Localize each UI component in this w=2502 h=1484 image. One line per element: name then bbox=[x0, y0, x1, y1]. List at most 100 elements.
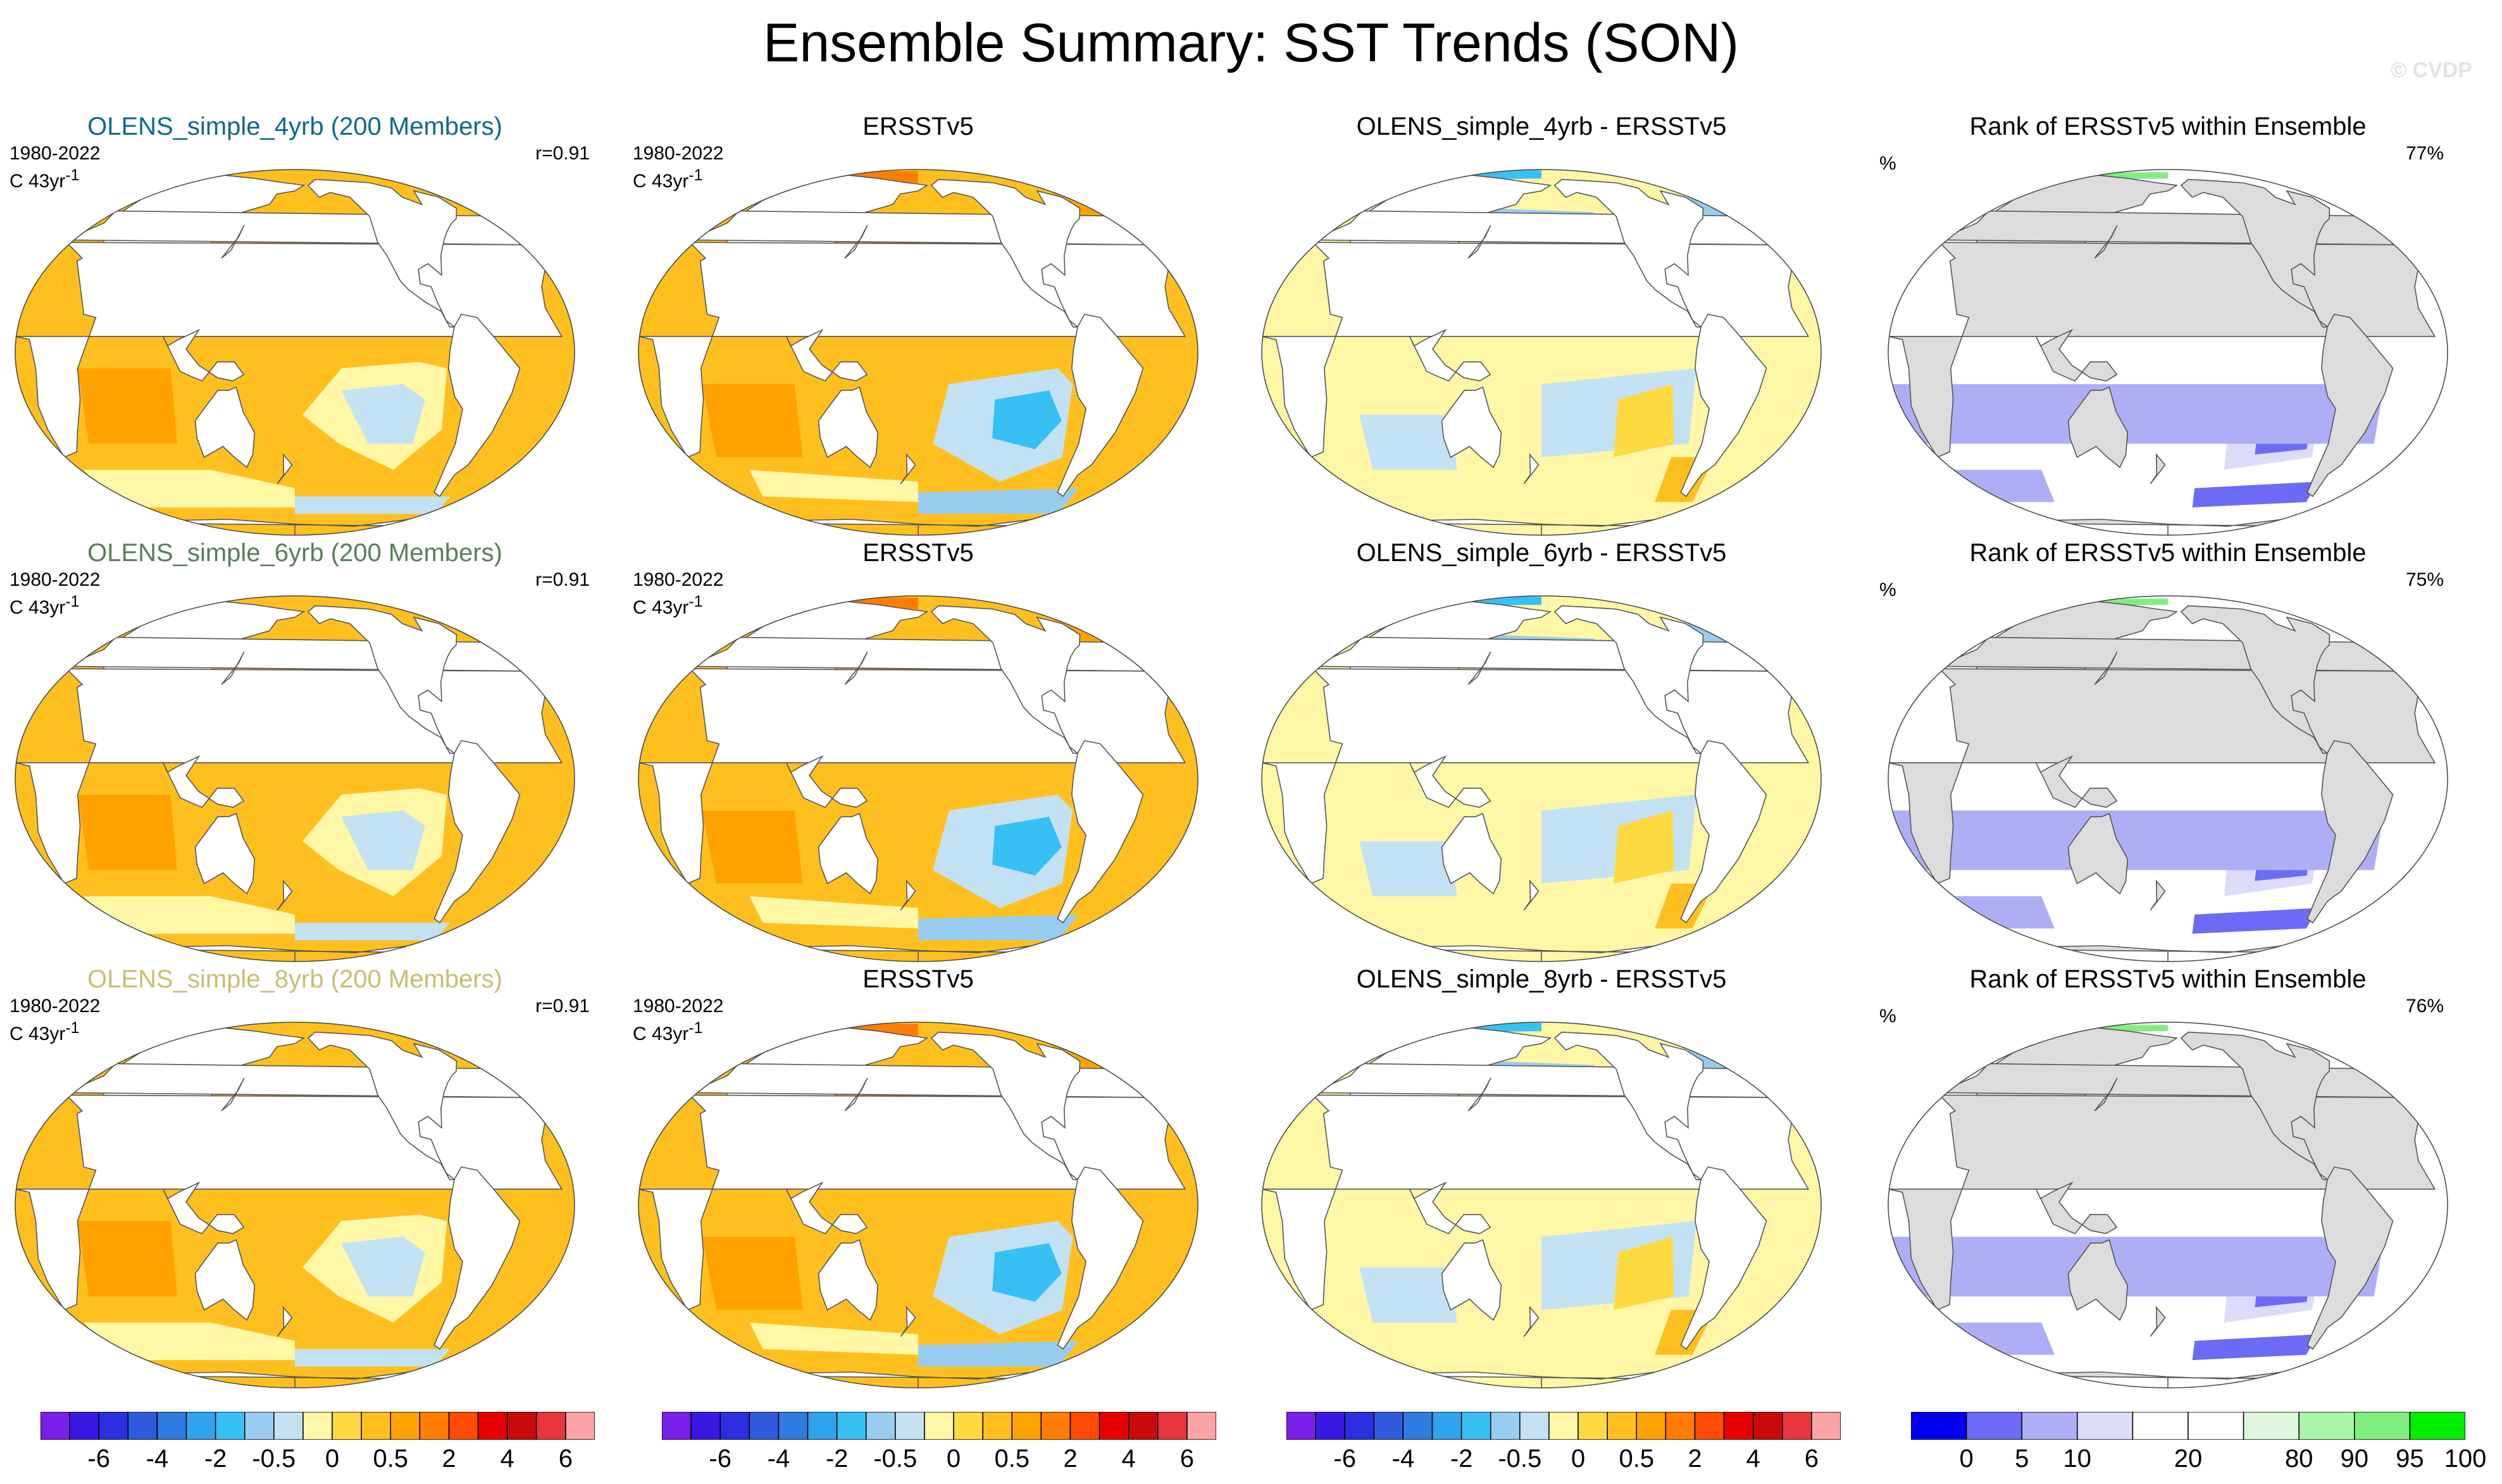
colorbar-swatch bbox=[448, 1412, 479, 1440]
colorbar-swatch bbox=[1402, 1412, 1433, 1440]
colorbar-swatch bbox=[1911, 1412, 1967, 1440]
landmass-japan bbox=[221, 1077, 245, 1111]
landmass-nz bbox=[900, 453, 916, 485]
colorbar-swatch bbox=[565, 1412, 595, 1440]
panel-rank-row1: Rank of ERSSTv5 within Ensemble % 77% bbox=[1873, 110, 2463, 538]
colorbar-swatch bbox=[506, 1412, 537, 1440]
landmass-australia bbox=[818, 813, 879, 895]
landmass-australia bbox=[818, 1239, 879, 1321]
copyright-notice: © CVDP bbox=[2391, 58, 2472, 82]
colorbar-swatch bbox=[419, 1412, 450, 1440]
colorbar-swatch bbox=[1965, 1412, 2022, 1440]
colorbar-swatch bbox=[1811, 1412, 1841, 1440]
map-border bbox=[638, 1022, 1198, 1388]
colorbar-swatch bbox=[390, 1412, 421, 1440]
colorbar-swatch bbox=[895, 1412, 925, 1440]
landmass-namerica bbox=[2180, 1031, 2331, 1180]
landmass-nz bbox=[900, 879, 916, 911]
colorbar-swatch bbox=[127, 1412, 158, 1440]
colorbar-tick-label: 90 bbox=[2340, 1445, 2369, 1473]
panel-observed-row1: ERSSTv5 1980-2022 C 43yr-1 bbox=[623, 110, 1213, 538]
landmass-nz bbox=[277, 1306, 293, 1337]
colorbar-swatch bbox=[1548, 1412, 1579, 1440]
landmass-namerica bbox=[930, 1031, 1081, 1180]
colorbar-swatch bbox=[2243, 1412, 2300, 1440]
landmass-namerica bbox=[930, 605, 1081, 754]
landmass-indonesia bbox=[785, 1181, 868, 1235]
rank-colorbar bbox=[1911, 1412, 2465, 1440]
colorbar-tick-label: -6 bbox=[87, 1445, 110, 1473]
map-border bbox=[1888, 1022, 2448, 1388]
landmass-australia bbox=[1441, 386, 1502, 469]
landmass-australia bbox=[1441, 813, 1502, 895]
colorbar-tick-label: -6 bbox=[1333, 1445, 1356, 1473]
sst-region bbox=[749, 896, 918, 929]
sst-region bbox=[702, 810, 803, 884]
colorbar-tick-label: 10 bbox=[2063, 1445, 2092, 1473]
landmass-samerica bbox=[2306, 313, 2394, 497]
colorbar-tick-label: 20 bbox=[2174, 1445, 2203, 1473]
ensemble-title: OLENS_simple_6yrb (200 Members) bbox=[87, 539, 502, 567]
sst-region bbox=[1613, 810, 1674, 884]
colorbar-swatch bbox=[719, 1412, 750, 1440]
map-border bbox=[15, 169, 575, 536]
landmass-namerica bbox=[307, 605, 457, 754]
map-border bbox=[1888, 169, 2448, 536]
colorbar-swatch bbox=[778, 1412, 809, 1440]
colorbar-tick-label: 6 bbox=[558, 1445, 573, 1473]
landmass-samerica bbox=[1680, 1166, 1767, 1350]
landmass-australia bbox=[2067, 1239, 2129, 1321]
colorbar-swatch bbox=[1315, 1412, 1345, 1440]
colorbar-swatch bbox=[332, 1412, 362, 1440]
colorbar-tick-label: 2 bbox=[442, 1445, 456, 1473]
landmass-nz bbox=[900, 1306, 916, 1337]
colorbar-tick-label: 2 bbox=[1063, 1445, 1078, 1473]
landmass-indonesia bbox=[2035, 755, 2118, 808]
landmass-indonesia bbox=[1409, 755, 1491, 808]
sst-trend-map bbox=[15, 1022, 575, 1388]
colorbar-swatch bbox=[1373, 1412, 1404, 1440]
landmass-indonesia bbox=[785, 755, 868, 808]
landmass-indonesia bbox=[1409, 1181, 1491, 1235]
colorbar-swatch bbox=[953, 1412, 983, 1440]
colorbar-swatch bbox=[1011, 1412, 1042, 1440]
rank-unit: % bbox=[1879, 1006, 1896, 1027]
sst-region bbox=[1359, 841, 1457, 896]
colorbar-swatch bbox=[69, 1412, 99, 1440]
colorbar-swatch bbox=[244, 1412, 275, 1440]
colorbar-tick-label: 80 bbox=[2284, 1445, 2313, 1473]
colorbar-swatch bbox=[536, 1412, 566, 1440]
colorbar-swatch bbox=[1099, 1412, 1130, 1440]
sst-region bbox=[2192, 1334, 2318, 1361]
sst-region bbox=[295, 922, 451, 941]
landmass-namerica bbox=[1553, 178, 1704, 328]
sst-region bbox=[84, 1322, 296, 1361]
colorbar-swatch bbox=[1723, 1412, 1754, 1440]
map-border bbox=[15, 595, 575, 962]
landmass-indonesia bbox=[2035, 328, 2118, 382]
colorbar-tick-label: 0 bbox=[325, 1445, 340, 1473]
landmass-samerica bbox=[433, 1166, 521, 1350]
landmass-japan bbox=[2094, 651, 2118, 685]
colorbar-swatch bbox=[1128, 1412, 1159, 1440]
panel-difference-row3: OLENS_simple_8yrb - ERSSTv5 bbox=[1247, 963, 1836, 1390]
colorbar-swatch bbox=[98, 1412, 129, 1440]
sst-region bbox=[77, 1221, 177, 1297]
landmass-namerica bbox=[2180, 605, 2331, 754]
sst-region bbox=[992, 817, 1062, 876]
colorbar-tick-label: -4 bbox=[1391, 1445, 1415, 1473]
colorbar-swatch bbox=[273, 1412, 304, 1440]
colorbar-swatch bbox=[1607, 1412, 1638, 1440]
colorbar-swatch bbox=[156, 1412, 187, 1440]
colorbar-swatch bbox=[2077, 1412, 2134, 1440]
landmass-samerica bbox=[1057, 313, 1144, 497]
rank-percentage: 75% bbox=[2405, 569, 2444, 590]
landmass-japan bbox=[2094, 1077, 2118, 1111]
sst-region bbox=[1613, 384, 1674, 457]
landmass-indonesia bbox=[2035, 1181, 2118, 1235]
sst-region bbox=[341, 1237, 425, 1297]
landmass-australia bbox=[194, 813, 256, 895]
colorbar-tick-label: 0.5 bbox=[994, 1445, 1030, 1473]
colorbar-tick-label: 0.5 bbox=[1619, 1445, 1655, 1473]
landmass-nz bbox=[1523, 453, 1540, 485]
